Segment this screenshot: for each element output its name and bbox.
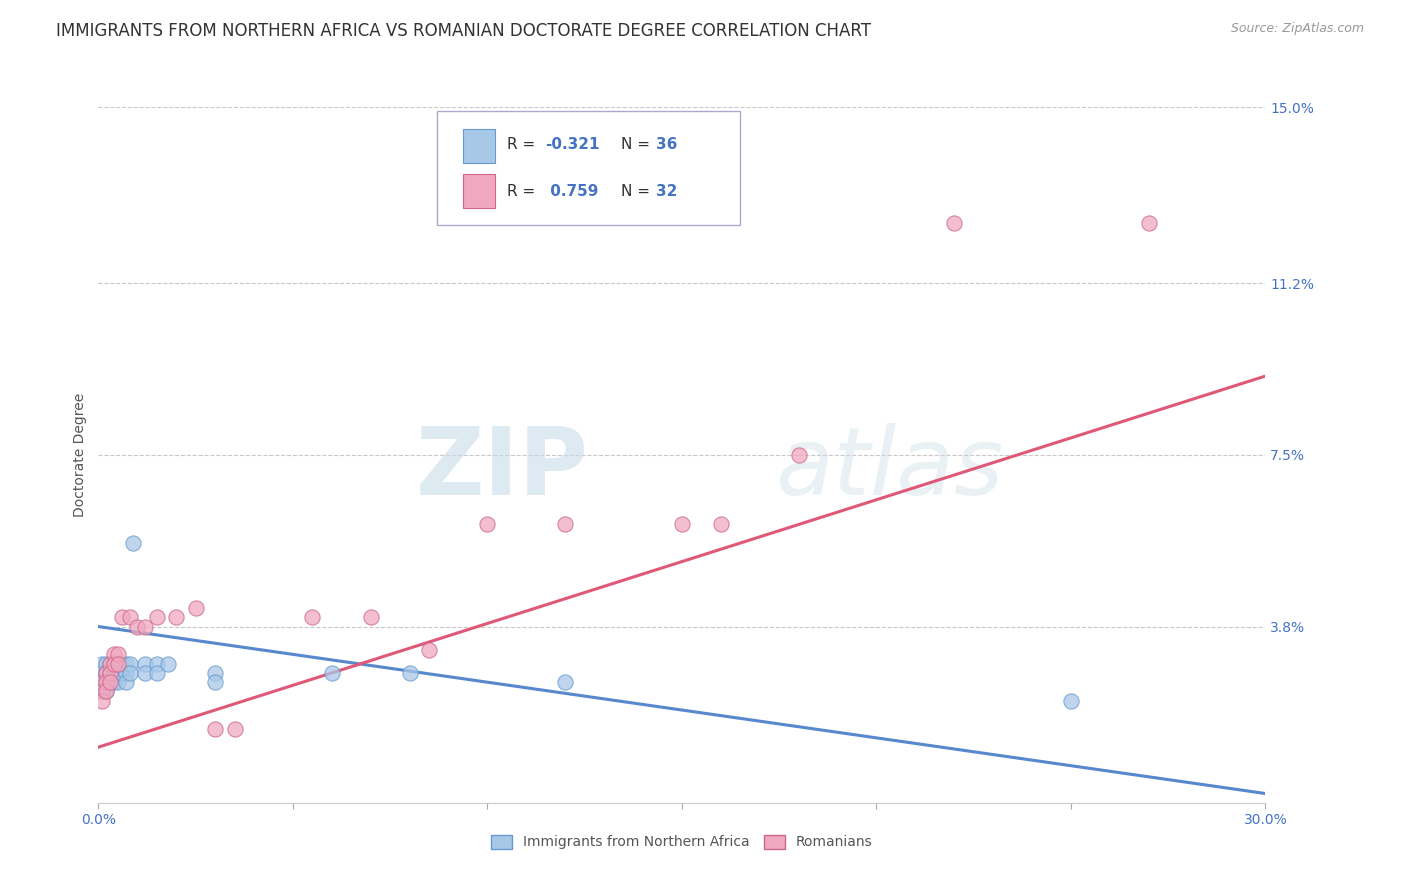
Point: [96, 684, 118, 698]
Point: [96, 657, 118, 671]
Point: [1060, 694, 1083, 708]
Point: [98, 675, 121, 690]
Point: [98, 665, 121, 680]
Point: [107, 657, 129, 671]
Point: [157, 657, 180, 671]
Point: [165, 610, 187, 624]
Point: [96, 665, 118, 680]
Text: N =: N =: [621, 137, 655, 153]
Text: -0.321: -0.321: [546, 137, 600, 153]
Point: [91, 684, 114, 698]
Text: IMMIGRANTS FROM NORTHERN AFRICA VS ROMANIAN DOCTORATE DEGREE CORRELATION CHART: IMMIGRANTS FROM NORTHERN AFRICA VS ROMAN…: [56, 22, 872, 40]
Point: [114, 675, 136, 690]
Point: [96, 675, 118, 690]
Point: [224, 722, 246, 736]
Point: [111, 665, 134, 680]
Text: ZIP: ZIP: [416, 423, 589, 515]
Point: [118, 665, 141, 680]
Point: [1137, 216, 1160, 230]
Point: [204, 722, 226, 736]
Point: [671, 517, 693, 532]
Point: [98, 665, 121, 680]
Point: [146, 657, 169, 671]
Point: [710, 517, 733, 532]
Point: [418, 642, 440, 657]
Point: [114, 657, 136, 671]
Point: [107, 675, 129, 690]
Point: [103, 648, 125, 662]
Point: [118, 657, 141, 671]
Point: [91, 665, 114, 680]
Point: [98, 657, 121, 671]
Point: [103, 675, 125, 690]
Point: [91, 694, 114, 708]
Point: [146, 665, 169, 680]
Text: N =: N =: [621, 184, 655, 199]
Point: [96, 684, 118, 698]
Y-axis label: Doctorate Degree: Doctorate Degree: [73, 392, 87, 517]
Point: [91, 684, 114, 698]
Point: [107, 648, 129, 662]
Point: [134, 657, 156, 671]
Legend: Immigrants from Northern Africa, Romanians: Immigrants from Northern Africa, Romania…: [486, 829, 877, 855]
Text: 0.759: 0.759: [546, 184, 599, 199]
FancyBboxPatch shape: [437, 111, 741, 226]
Point: [103, 657, 125, 671]
Point: [111, 657, 134, 671]
Point: [301, 610, 323, 624]
Point: [96, 675, 118, 690]
Point: [91, 675, 114, 690]
Point: [114, 665, 136, 680]
Point: [184, 601, 207, 615]
Point: [321, 665, 343, 680]
Point: [91, 675, 114, 690]
Point: [134, 619, 156, 633]
Point: [96, 665, 118, 680]
Point: [146, 610, 169, 624]
Point: [943, 216, 966, 230]
Point: [111, 610, 134, 624]
Point: [127, 619, 149, 633]
Text: Source: ZipAtlas.com: Source: ZipAtlas.com: [1230, 22, 1364, 36]
Point: [134, 665, 156, 680]
Text: atlas: atlas: [775, 424, 1004, 515]
Point: [91, 657, 114, 671]
Text: R =: R =: [508, 137, 540, 153]
Point: [107, 657, 129, 671]
Bar: [463, 128, 495, 163]
Point: [107, 665, 129, 680]
Point: [398, 665, 420, 680]
Point: [98, 675, 121, 690]
Text: 32: 32: [657, 184, 678, 199]
Bar: [463, 174, 495, 208]
Text: R =: R =: [508, 184, 540, 199]
Point: [554, 517, 576, 532]
Point: [204, 665, 226, 680]
Point: [118, 610, 141, 624]
Point: [122, 536, 145, 550]
Point: [103, 665, 125, 680]
Point: [204, 675, 226, 690]
Point: [787, 448, 810, 462]
Point: [554, 675, 576, 690]
Point: [98, 657, 121, 671]
Text: 36: 36: [657, 137, 678, 153]
Point: [360, 610, 382, 624]
Point: [103, 657, 125, 671]
Point: [477, 517, 499, 532]
